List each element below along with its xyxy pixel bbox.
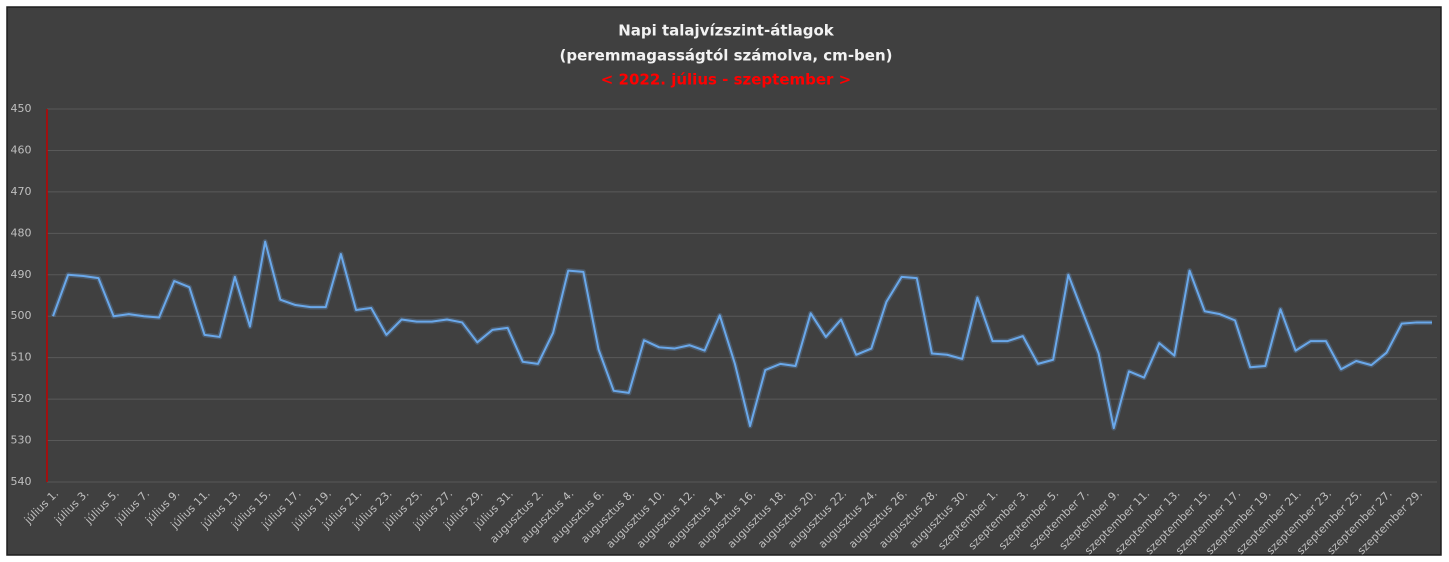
chart-title: Napi talajvízszint-átlagok — [618, 22, 835, 40]
y-tick-label: 520 — [11, 392, 32, 405]
y-tick-label: 480 — [11, 226, 32, 239]
y-tick-label: 490 — [11, 268, 32, 281]
y-tick-label: 540 — [11, 475, 32, 488]
y-tick-label: 450 — [11, 102, 32, 115]
chart-subtitle: (peremmagasságtól számolva, cm-ben) — [559, 47, 892, 65]
data-line — [52, 240, 1432, 430]
y-tick-label: 460 — [11, 143, 32, 156]
y-tick-label: 470 — [11, 185, 32, 198]
y-tick-label: 510 — [11, 351, 32, 364]
chart-period: < 2022. július - szeptember > — [601, 71, 851, 89]
y-tick-label: 530 — [11, 434, 32, 447]
y-tick-label: 500 — [11, 309, 32, 322]
chart-background — [6, 6, 1442, 556]
